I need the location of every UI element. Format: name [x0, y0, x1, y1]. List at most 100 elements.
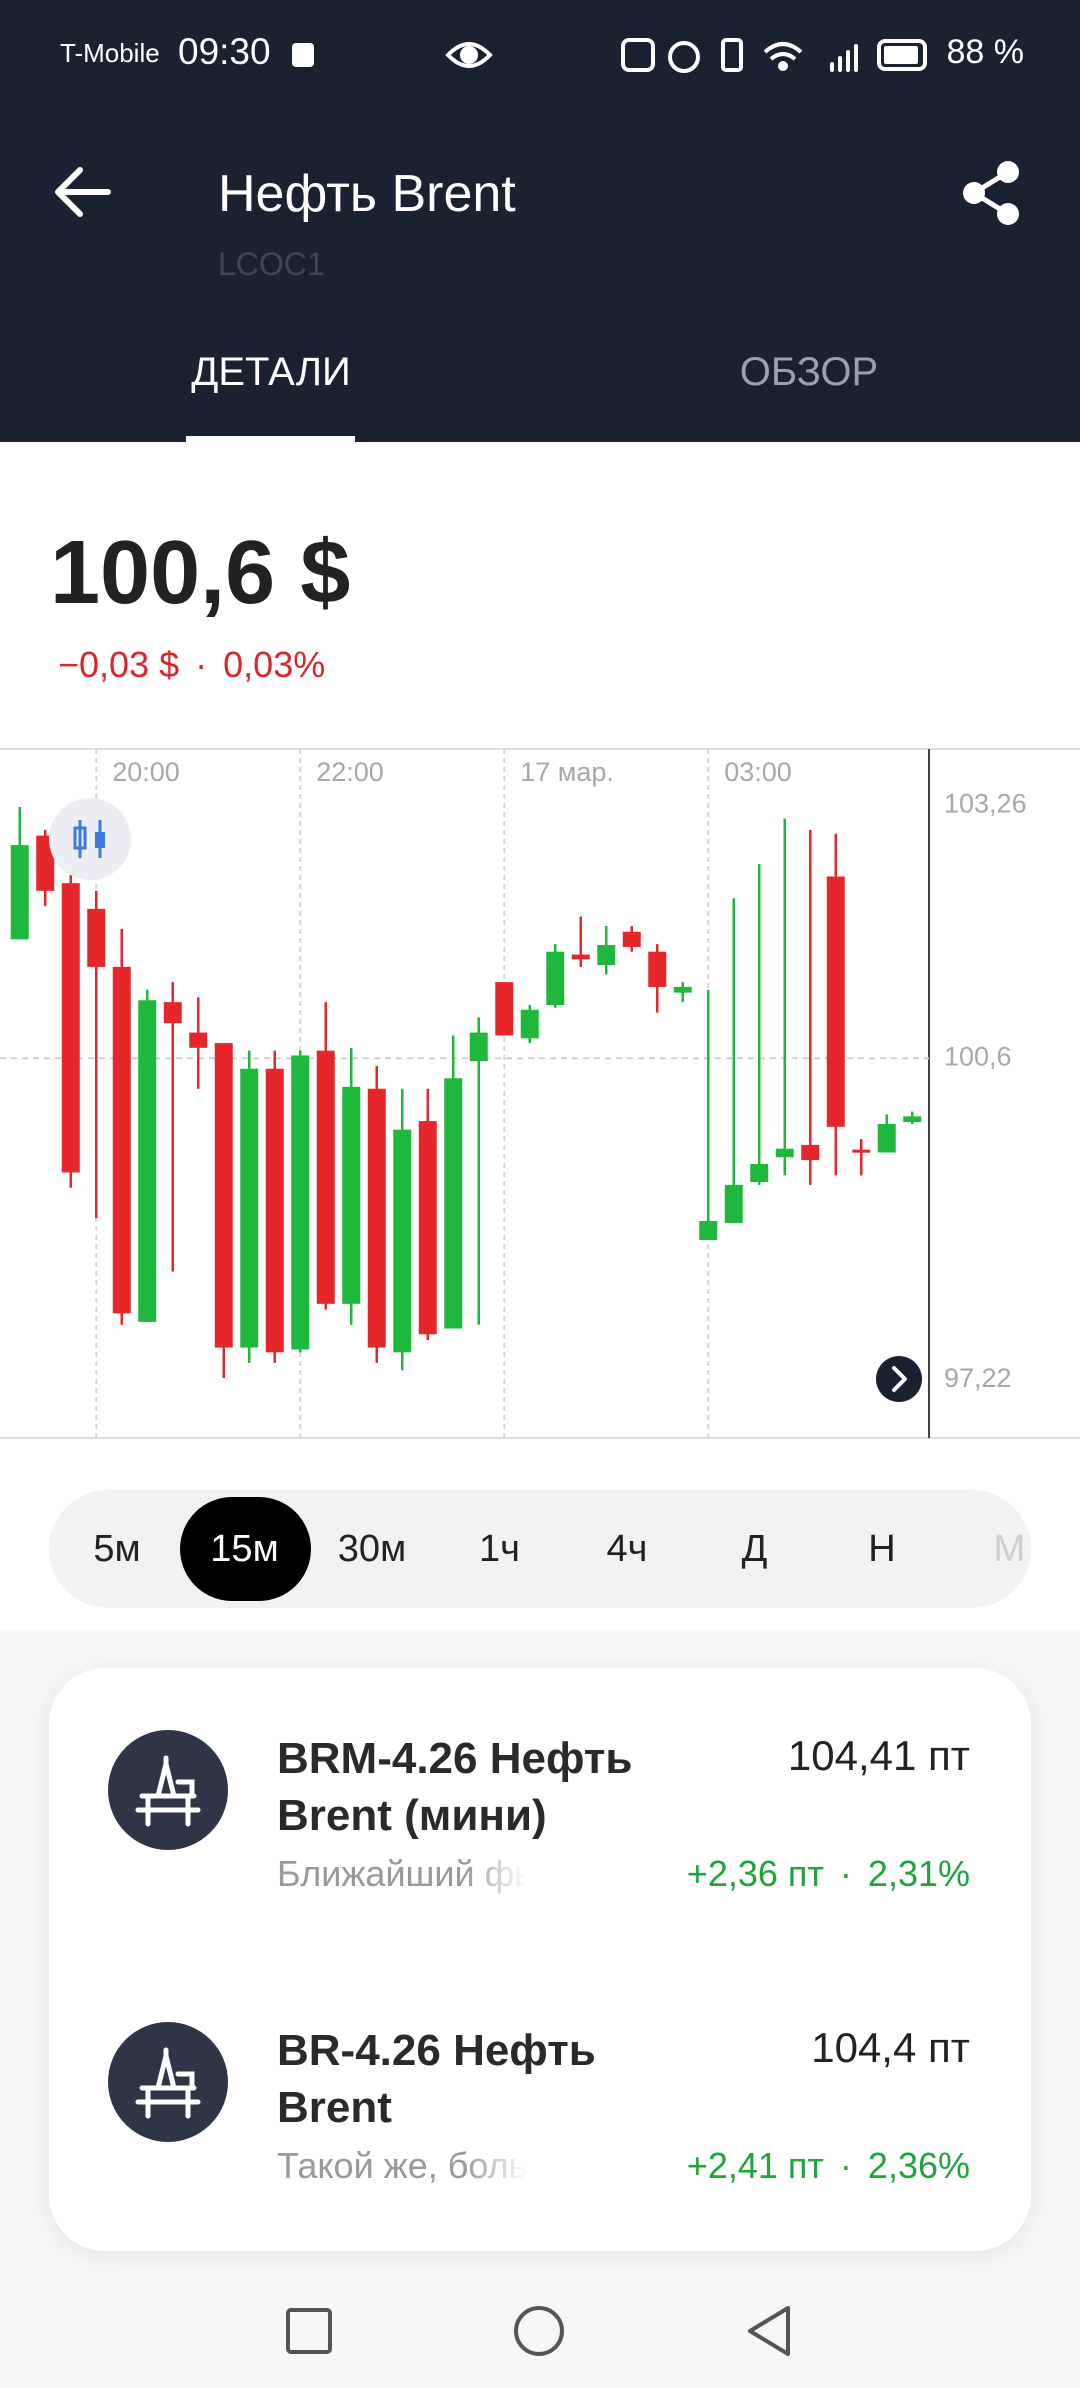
ticker: LCOC1: [218, 246, 325, 282]
candle-body: [903, 1116, 922, 1123]
timeframe-selected: [179, 1497, 311, 1601]
x-tick-label: 20:00: [112, 757, 180, 787]
separator: ·: [839, 2145, 852, 2186]
candle-body: [163, 1002, 182, 1024]
candle-body: [444, 1078, 463, 1329]
x-tick-label: 17 мар.: [520, 757, 614, 787]
instrument-price: 104,4 пт: [811, 2024, 970, 2071]
indicator-glyph: [95, 832, 105, 848]
change-value: +2,36 пт: [686, 1853, 824, 1894]
instrument-name: BRM-4.26 Нефть Brent (мини): [277, 1734, 633, 1840]
tab[interactable]: ДЕТАЛИ: [191, 350, 351, 394]
back-button[interactable]: [50, 160, 120, 224]
price-change: −0,03 $ · 0,03%: [58, 644, 325, 686]
timeframe-bar: 5м 15м 30м 1ч 4ч Д Н М: [49, 1490, 1031, 1608]
candle-body: [291, 1055, 310, 1350]
timeframe-option[interactable]: Н: [868, 1528, 896, 1570]
candle-body: [571, 954, 590, 960]
candle-body: [546, 951, 565, 1005]
home-button[interactable]: [514, 2306, 564, 2356]
candle-body: [265, 1068, 284, 1353]
scroll-latest-bg: [876, 1356, 922, 1402]
candle-body: [877, 1123, 896, 1153]
status-glyphs: [292, 38, 927, 73]
instrument-row[interactable]: BR-4.26 Нефть Brent 104,4 пт Такой же, б…: [49, 1960, 1031, 2252]
instrument-description: Ближайший фьючер: [277, 1853, 527, 1894]
price: 100,6 $: [50, 523, 351, 623]
timeframe-option[interactable]: 5м: [93, 1528, 141, 1570]
change-value: −0,03 $: [58, 644, 180, 685]
tab-indicator: [186, 436, 355, 442]
candle-body: [597, 945, 616, 966]
instrument-name: BR-4.26 Нефть Brent: [277, 2026, 596, 2132]
clock: 09:30: [178, 31, 271, 72]
candle-body: [648, 951, 667, 987]
candle-body: [801, 1144, 820, 1161]
timeframe-option[interactable]: 15м: [210, 1528, 279, 1570]
candle-body: [418, 1121, 437, 1335]
candle-body: [852, 1149, 871, 1153]
candle-body: [36, 835, 55, 891]
candle-body: [342, 1086, 361, 1304]
candle-body: [724, 1184, 743, 1223]
candle-body: [367, 1088, 386, 1348]
candle-body: [520, 1009, 539, 1039]
candle-body: [495, 982, 514, 1036]
indicator-button[interactable]: [49, 798, 131, 880]
y-tick-label: 100,6: [944, 1041, 1012, 1071]
timeframe-option[interactable]: 4ч: [606, 1528, 648, 1570]
instrument-price: 104,41 пт: [787, 1732, 970, 1779]
header: [0, 0, 1080, 442]
y-tick-label: 97,22: [944, 1363, 1012, 1393]
timeframe-option[interactable]: 30м: [337, 1528, 407, 1570]
indicator-glyph: [73, 826, 87, 850]
instrument-description: Такой же, больше ло: [277, 2145, 527, 2186]
candle-body: [10, 845, 29, 940]
candle-body: [316, 1050, 335, 1304]
timeframe-option[interactable]: М: [993, 1528, 1026, 1570]
share-button[interactable]: [960, 160, 1026, 226]
instrument-row[interactable]: BRM-4.26 Нефть Brent (мини) 104,41 пт Бл…: [49, 1668, 1031, 1960]
candle-body: [61, 883, 80, 1173]
candle-body: [622, 931, 641, 947]
tab[interactable]: ОБЗОР: [739, 350, 879, 394]
scroll-latest-button[interactable]: [876, 1356, 922, 1402]
change-percent: 2,31%: [867, 1853, 970, 1894]
title: Нефть Brent: [218, 165, 516, 223]
scroll-latest-glyph: [892, 1366, 907, 1392]
carrier: T-Mobile: [60, 38, 160, 68]
candle-body: [189, 1032, 208, 1048]
x-tick-label: 22:00: [316, 757, 384, 787]
instrument-icon: [108, 1730, 228, 1850]
candle-body: [469, 1032, 488, 1062]
candle-body: [826, 876, 845, 1127]
candle-body: [112, 966, 131, 1314]
status-icons: [292, 38, 927, 73]
candle-body: [214, 1043, 233, 1348]
change-value: +2,41 пт: [686, 2145, 824, 2186]
chart: 20:00 22:00 17 мар. 03:00 97,22 100,6 103,26: [0, 748, 1080, 1439]
candle-body: [240, 1068, 259, 1348]
nav-icons: [286, 2306, 790, 2356]
change-percent: 0,03%: [223, 644, 326, 685]
instrument-change: +2,41 пт · 2,36%: [687, 2145, 970, 2187]
recents-button[interactable]: [286, 2308, 332, 2354]
battery-level: 88 %: [946, 33, 1025, 71]
change-percent: 2,36%: [867, 2145, 970, 2186]
timeframe-option[interactable]: Д: [741, 1528, 768, 1570]
indicator-bg: [49, 798, 131, 880]
candle-body: [87, 908, 106, 967]
timeframe-option[interactable]: 1ч: [479, 1528, 520, 1570]
navigation-bar: [0, 2277, 1080, 2388]
instrument-card: BRM-4.26 Нефть Brent (мини) 104,41 пт Бл…: [49, 1668, 1031, 2251]
back-nav-button[interactable]: [748, 2306, 790, 2356]
y-tick-label: 103,26: [944, 788, 1027, 818]
separator: ·: [839, 1853, 852, 1894]
candle-body: [393, 1129, 412, 1353]
instrument-change: +2,36 пт · 2,31%: [687, 1853, 970, 1895]
x-tick-label: 03:00: [724, 757, 792, 787]
candle-body: [750, 1163, 769, 1183]
separator: ·: [195, 644, 208, 685]
